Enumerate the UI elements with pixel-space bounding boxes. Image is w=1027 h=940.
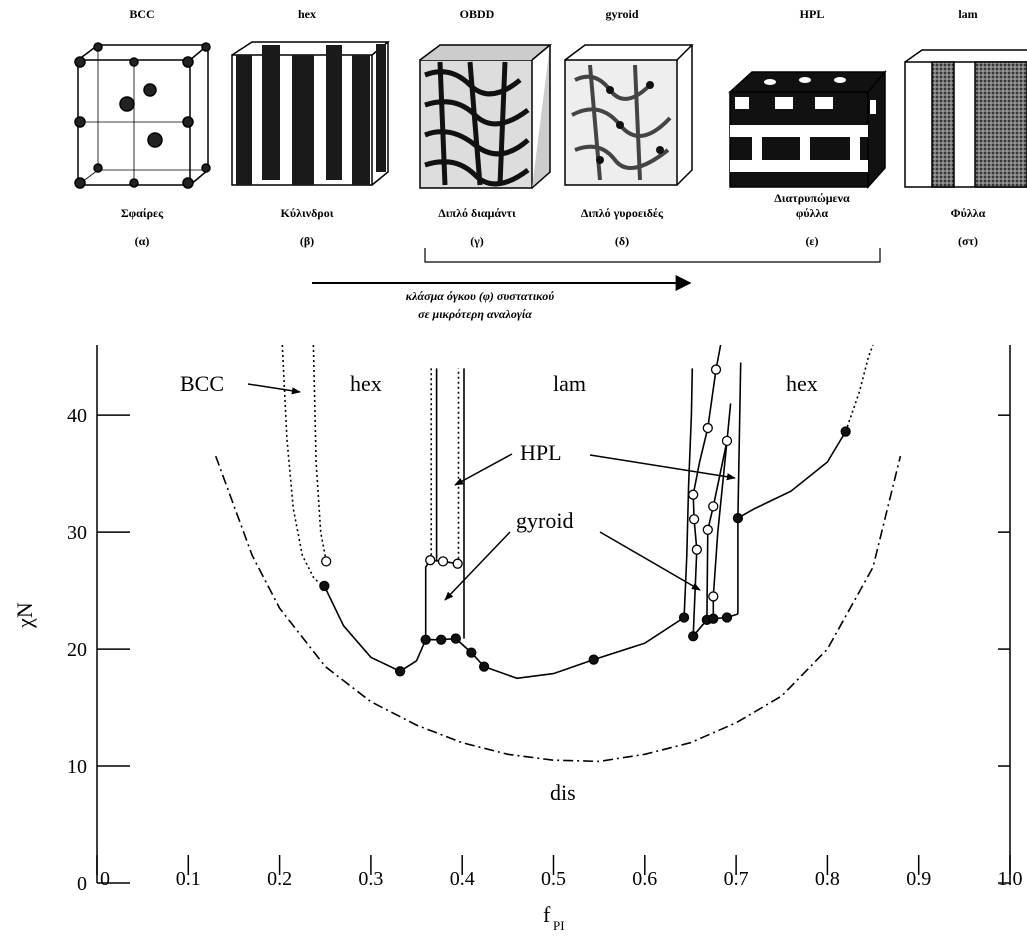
filled-point xyxy=(478,661,490,672)
illustration-lam xyxy=(904,49,1027,188)
filled-point xyxy=(721,612,733,623)
open-point xyxy=(425,555,436,566)
phase-boundary xyxy=(737,362,742,614)
phase-boundary xyxy=(214,455,902,763)
filled-point xyxy=(394,666,406,677)
filled-point xyxy=(420,634,431,645)
structure-label: Φύλλα xyxy=(951,206,986,220)
illustration-obdd xyxy=(419,44,553,189)
y-tick-label: 40 xyxy=(67,405,87,427)
annotation: lam xyxy=(553,371,586,396)
x-tick-label: 0.1 xyxy=(176,868,201,890)
x-tick-label: 0.7 xyxy=(724,868,749,890)
annotation: hex xyxy=(350,371,382,396)
structure-label: Διπλό γυροειδές xyxy=(581,206,664,220)
x-tick-label: 1.0 xyxy=(998,868,1023,890)
y-tick-label: 0 xyxy=(77,873,87,895)
y-tick-label: 30 xyxy=(67,522,87,544)
phase-boundary xyxy=(312,344,327,562)
x-tick-label: 0.5 xyxy=(541,868,566,890)
annotation: HPL xyxy=(520,440,562,465)
annotations: BCC hex lam hex HPL gyroid dis xyxy=(180,371,818,805)
x-tick-label: 0.8 xyxy=(815,868,840,890)
open-point xyxy=(710,364,722,375)
open-point xyxy=(708,501,719,512)
annotation: gyroid xyxy=(516,508,573,533)
x-tick-label: 0.2 xyxy=(267,868,292,890)
open-point xyxy=(721,435,733,447)
structure-name: lam xyxy=(958,7,977,21)
y-axis-label: χN xyxy=(12,602,37,629)
annotation: dis xyxy=(550,780,576,805)
structure-name: BCC xyxy=(129,7,154,21)
open-point xyxy=(702,524,713,535)
open-point xyxy=(452,558,463,569)
structure-letter: (στ) xyxy=(958,234,978,248)
filled-point xyxy=(708,613,719,624)
structure-label: Διατρυπώμενα xyxy=(774,191,850,205)
structure-letter: (γ) xyxy=(470,234,484,248)
filled-point xyxy=(678,612,690,623)
open-point xyxy=(708,591,719,602)
phase-boundary xyxy=(323,585,685,680)
open-point xyxy=(437,556,449,567)
filled-point xyxy=(466,647,477,658)
structure-label: Κύλινδροι xyxy=(281,206,334,220)
illustration-gyroid xyxy=(564,44,694,186)
phase-boundary xyxy=(737,431,847,519)
phase-boundary xyxy=(683,368,694,618)
illustration-hex xyxy=(231,41,391,186)
filled-point xyxy=(436,634,447,645)
open-point xyxy=(688,489,699,500)
structure-labels: BCC Σφαίρες (α) hex Κύλινδροι (β) OBDD Διπλό δι… xyxy=(121,7,986,248)
structure-name: hex xyxy=(298,7,316,21)
x-tick-label: 0 xyxy=(100,868,110,890)
structure-name: gyroid xyxy=(605,7,638,21)
arrow-caption: κλάσμα όγκου (φ) συστατικού xyxy=(406,289,555,303)
arrow-caption: σε μικρότερη αναλογία xyxy=(418,307,532,321)
phase-boundary xyxy=(712,440,728,619)
annotation: BCC xyxy=(180,371,224,396)
structure-name: HPL xyxy=(800,7,825,21)
open-point xyxy=(691,544,702,555)
filled-point xyxy=(688,631,699,642)
x-axis-label: f xyxy=(543,902,551,927)
x-tick-label: 0.3 xyxy=(358,868,383,890)
filled-point xyxy=(732,512,744,524)
plot: 0 10 20 30 40 0 0.1 0.2 0.3 0.4 0.5 0.6 0.7 0.8 0.9 1.0 xyxy=(67,344,1023,895)
phase-boundary xyxy=(844,344,874,432)
illustration-bcc xyxy=(74,42,211,189)
x-tick-label: 0.4 xyxy=(450,868,475,890)
structure-letter: (ε) xyxy=(805,234,818,248)
x-axis-label-subscript: PI xyxy=(553,918,565,933)
structure-letter: (δ) xyxy=(615,234,629,248)
illustration-hpl xyxy=(728,69,887,189)
open-point xyxy=(688,514,700,525)
structure-letter: (β) xyxy=(300,234,314,248)
structure-label: Διπλό διαμάντι xyxy=(438,206,516,220)
x-tick-label: 0.9 xyxy=(906,868,931,890)
x-tick-label: 0.6 xyxy=(632,868,657,890)
phase-boundary xyxy=(424,559,458,640)
filled-point xyxy=(450,633,461,644)
filled-point xyxy=(840,426,851,437)
structure-name: OBDD xyxy=(460,7,495,21)
structure-label: Σφαίρες xyxy=(121,206,164,220)
filled-point xyxy=(588,654,599,665)
open-point xyxy=(321,556,332,567)
filled-point xyxy=(319,580,330,592)
annotation-arrows xyxy=(247,383,736,601)
phase-boundary xyxy=(281,344,325,587)
annotation: hex xyxy=(786,371,818,396)
bracket xyxy=(424,248,881,263)
y-tick-label: 10 xyxy=(67,756,87,778)
structure-label: φύλλα xyxy=(796,206,829,220)
y-tick-label: 20 xyxy=(67,639,87,661)
open-point xyxy=(702,422,713,434)
structure-letter: (α) xyxy=(135,234,150,248)
